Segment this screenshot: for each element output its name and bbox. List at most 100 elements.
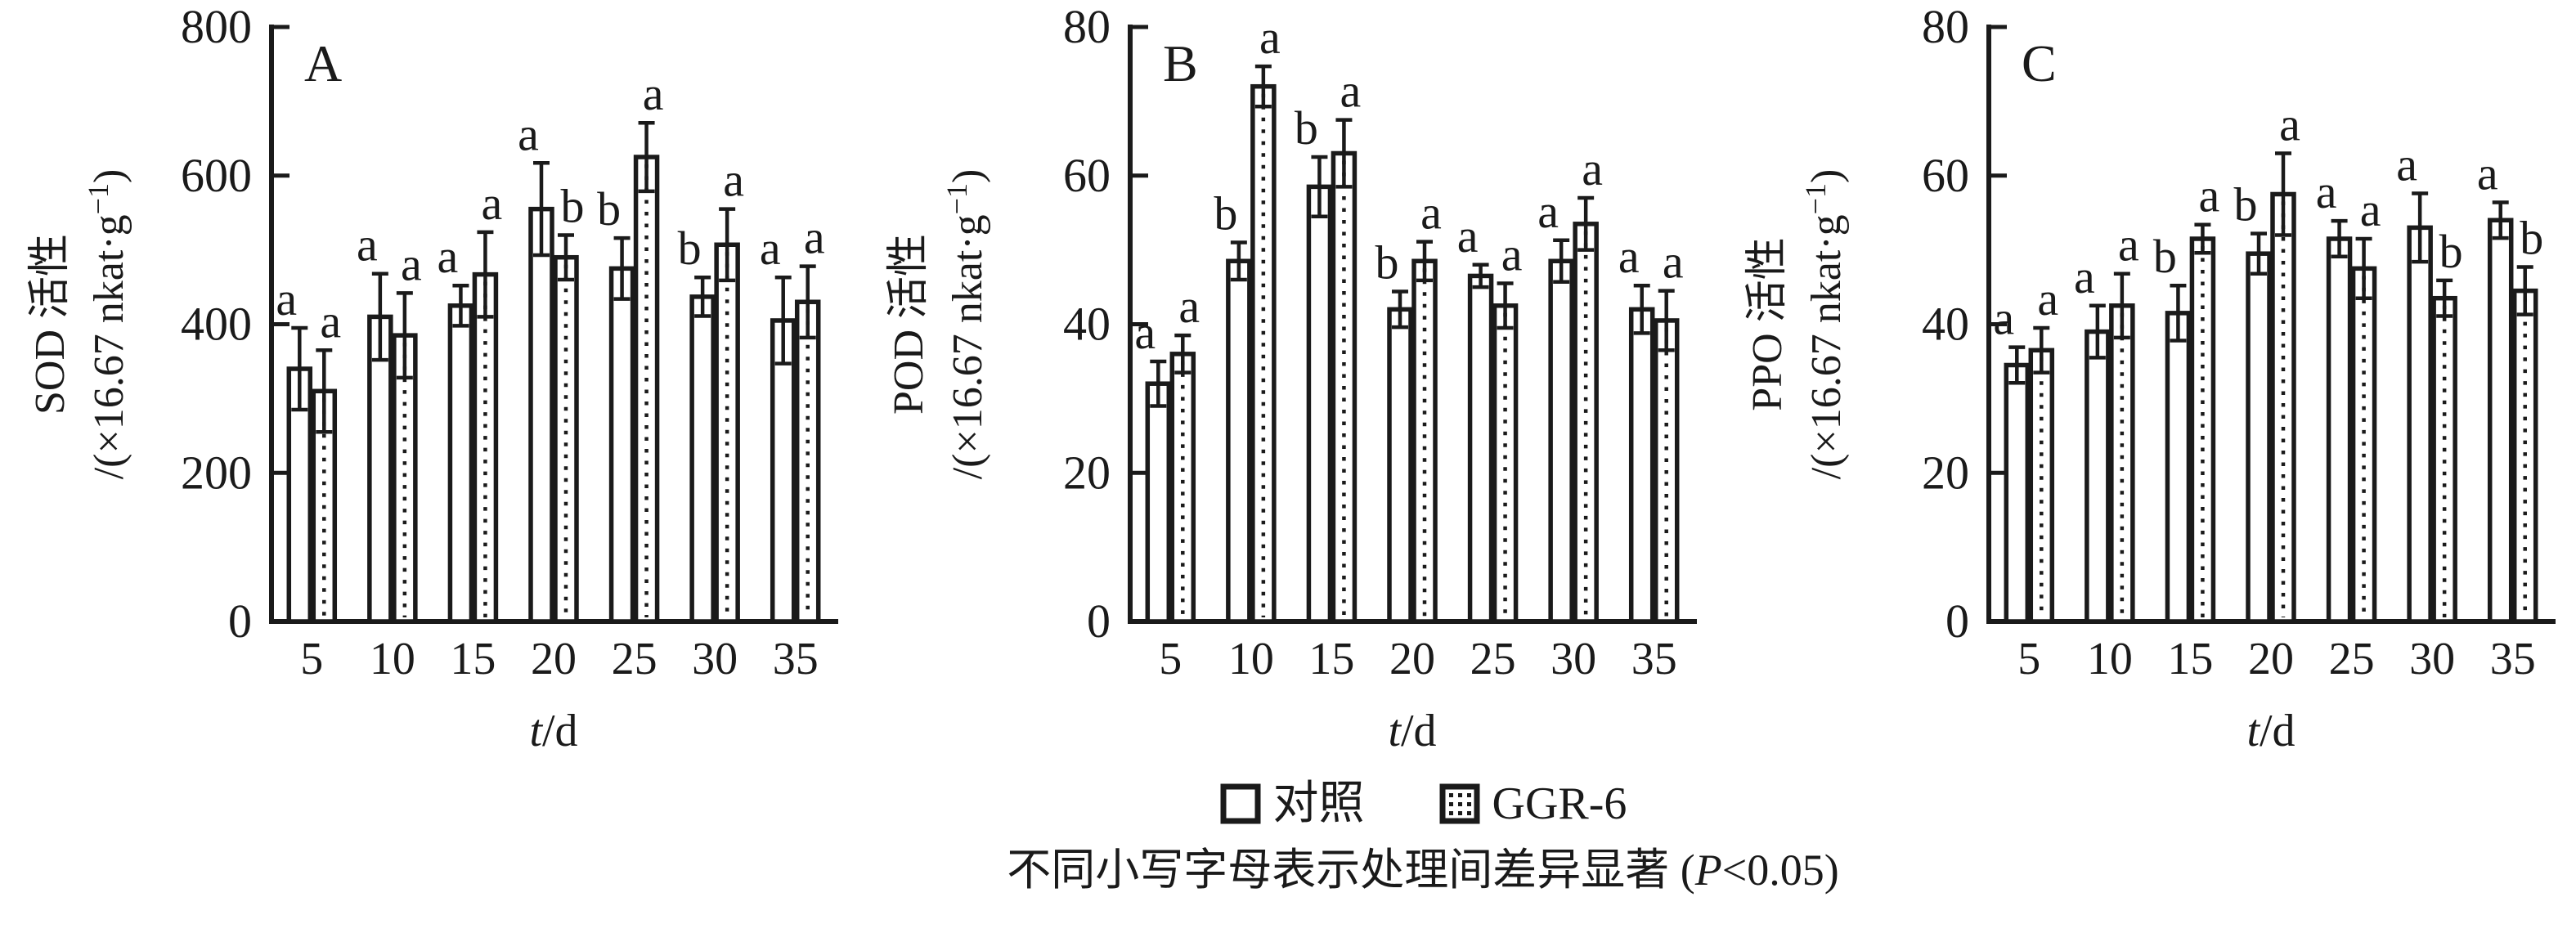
bar-对照-35	[1628, 307, 1655, 624]
significance-letter: a	[2118, 218, 2139, 271]
x-tick-label: 25	[2329, 634, 2375, 684]
x-tick-label: 5	[1159, 634, 1182, 684]
y-axis-label-name: SOD 活性	[27, 234, 74, 415]
bar-对照-20	[1387, 307, 1413, 624]
y-tick-label: 60	[1063, 149, 1111, 202]
significance-letter: a	[2037, 272, 2058, 325]
legend-swatch-open-icon	[1220, 783, 1261, 824]
significance-letter: b	[2153, 230, 2177, 283]
sod-bar-chart: 0 200 400 600 800 A SOD 活性/(×16.67 nkat·g−1) t/…	[27, 0, 838, 756]
significance-letter: b	[2439, 225, 2463, 278]
x-tick-label: 25	[1470, 634, 1516, 684]
x-tick-label: 10	[370, 634, 415, 684]
significance-letter: a	[2199, 169, 2220, 222]
y-tick-label: 80	[1922, 0, 1969, 53]
x-axis-label: t/d	[2246, 706, 2295, 756]
x-tick-label: 35	[773, 634, 819, 684]
significance-letter: a	[1582, 142, 1603, 195]
bar-对照-25	[608, 266, 635, 624]
caption-prefix: 不同小写字母表示处理间差异显著 (	[1007, 846, 1695, 895]
bar-GGR-6-5	[1169, 352, 1196, 624]
significance-letter: a	[1457, 209, 1479, 262]
y-axis-label-unit: /(×16.67 nkat·g−1)	[1799, 169, 1850, 480]
x-tick-label: 15	[2167, 634, 2213, 684]
bar-GGR-6-10	[1250, 83, 1277, 624]
legend-item-ggr6: GGR-6	[1438, 781, 1627, 827]
panel-letter: A	[304, 34, 342, 92]
x-axis-label: t/d	[529, 706, 577, 756]
y-axis-label-unit: /(×16.67 nkat·g−1)	[940, 169, 991, 480]
y-tick-label: 80	[1063, 0, 1111, 53]
significance-letter: b	[597, 182, 621, 236]
bar-GGR-6-5	[2028, 348, 2055, 624]
significance-letter: a	[518, 107, 539, 160]
significance-letter: a	[357, 218, 378, 271]
significance-letter: a	[1993, 292, 2014, 345]
x-tick-label: 35	[2490, 634, 2536, 684]
x-tick-label: 5	[2017, 634, 2040, 684]
x-tick-label: 15	[1308, 634, 1354, 684]
y-tick-label: 400	[181, 298, 252, 351]
y-tick-label: 40	[1063, 298, 1111, 351]
y-axis-label-unit: /(×16.67 nkat·g−1)	[82, 169, 132, 480]
y-tick-label: 600	[181, 149, 252, 202]
y-tick-label: 20	[1922, 446, 1969, 499]
significance-letter: a	[1340, 65, 1362, 118]
significance-letter: a	[1663, 236, 1684, 289]
bar-GGR-6-10	[392, 333, 418, 624]
significance-letter: a	[804, 211, 825, 264]
y-axis-label-name: POD 活性	[886, 234, 932, 415]
bar-对照-30	[1548, 258, 1574, 624]
significance-letter: b	[1295, 101, 1318, 155]
significance-letter: a	[1618, 230, 1640, 283]
significance-letter: a	[1537, 185, 1559, 238]
significance-letter: b	[2520, 212, 2543, 265]
bar-对照-30	[2407, 225, 2433, 624]
panel-ppo: 0 20 40 60 80 C PPO 活性/(×16.67 nkat·g−1) t/d 5 a a…	[1717, 0, 2576, 773]
significance-letter: b	[1214, 187, 1237, 240]
bar-对照-10	[2085, 329, 2111, 624]
bar-对照-35	[2487, 218, 2514, 624]
significance-letter: b	[678, 222, 702, 275]
significance-letter: a	[320, 294, 341, 348]
significance-letter: a	[2396, 138, 2417, 191]
x-tick-label: 15	[450, 634, 496, 684]
caption-suffix: <0.05)	[1721, 846, 1839, 895]
bar-对照-5	[2004, 362, 2031, 624]
significance-letter: a	[2279, 97, 2300, 150]
bar-GGR-6-35	[2511, 288, 2538, 624]
significance-letter: a	[1178, 280, 1200, 333]
bar-对照-10	[367, 314, 393, 624]
y-tick-label: 20	[1063, 446, 1111, 499]
bar-对照-15	[2165, 311, 2192, 624]
significance-letter: a	[1501, 228, 1523, 281]
panel-sod: 0 200 400 600 800 A SOD 活性/(×16.67 nkat·g−1) t/…	[0, 0, 859, 773]
bar-GGR-6-35	[794, 299, 821, 624]
significance-letter: a	[643, 67, 664, 120]
legend: 对照 GGR-6	[1219, 781, 1627, 827]
y-tick-label: 60	[1922, 149, 1969, 202]
significance-letter: a	[276, 272, 297, 325]
significance-letter: a	[2074, 250, 2095, 303]
panel-letter: C	[2022, 34, 2057, 92]
x-tick-label: 25	[612, 634, 657, 684]
x-tick-label: 35	[1631, 634, 1677, 684]
bar-对照-10	[1226, 258, 1252, 624]
x-tick-label: 30	[1551, 634, 1596, 684]
significance-letter: a	[723, 154, 744, 207]
legend-label-control: 对照	[1272, 778, 1365, 829]
bar-GGR-6-20	[553, 254, 579, 624]
x-tick-label: 5	[300, 634, 323, 684]
significance-letter: a	[2477, 146, 2498, 200]
y-tick-label: 0	[228, 594, 252, 648]
legend-item-control: 对照	[1219, 781, 1365, 827]
caption: 不同小写字母表示处理间差异显著 (P<0.05)	[1007, 848, 1838, 892]
significance-letter: a	[760, 222, 781, 275]
x-tick-label: 10	[2087, 634, 2133, 684]
bar-对照-25	[2326, 236, 2353, 624]
bar-对照-20	[528, 206, 554, 624]
x-tick-label: 20	[1389, 634, 1435, 684]
significance-letter: b	[561, 179, 585, 232]
legend-label-ggr6: GGR-6	[1492, 778, 1627, 829]
